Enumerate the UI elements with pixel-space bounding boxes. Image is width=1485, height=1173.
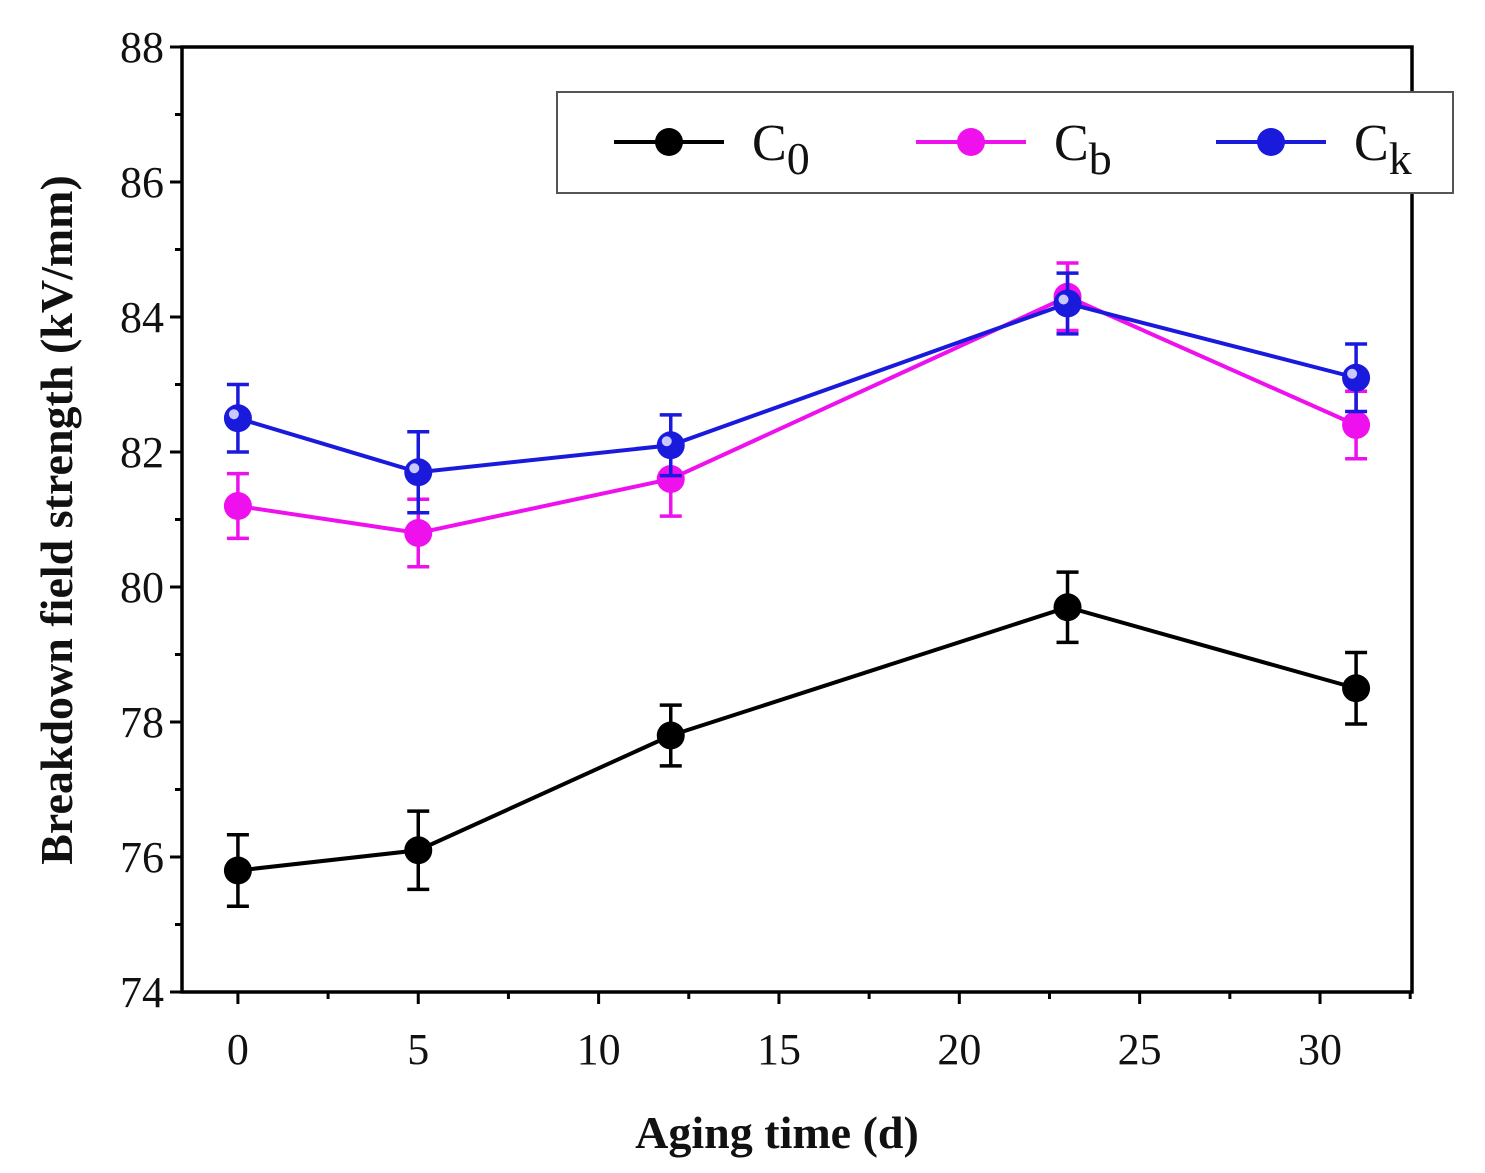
series-line [237, 301, 1357, 475]
data-point [223, 856, 252, 885]
data-point [1053, 289, 1082, 318]
data-point [1342, 363, 1371, 392]
data-point [223, 404, 252, 433]
y-tick-label: 82 [120, 428, 164, 477]
data-point-highlight [661, 436, 672, 447]
series-line [237, 294, 1357, 536]
series-k [223, 271, 1371, 515]
data-point [1342, 411, 1371, 439]
series-b [223, 261, 1371, 569]
legend-label: Cb [1054, 115, 1112, 184]
x-tick-label: 10 [577, 1025, 621, 1074]
data-point-highlight [1347, 368, 1358, 379]
data-point [223, 492, 252, 520]
data-point [1342, 674, 1371, 703]
x-tick-label: 20 [937, 1025, 981, 1074]
legend-marker [957, 128, 985, 156]
x-tick-label: 15 [757, 1025, 801, 1074]
y-tick-label: 80 [120, 563, 164, 612]
data-point-highlight [1058, 294, 1069, 305]
y-tick-label: 76 [120, 833, 164, 882]
legend-label: Ck [1354, 115, 1412, 184]
series-line [237, 605, 1357, 873]
x-tick-label: 30 [1298, 1025, 1342, 1074]
legend-marker [1257, 128, 1285, 156]
data-point [1053, 593, 1082, 622]
data-point [404, 836, 433, 865]
y-tick-label: 84 [120, 293, 164, 342]
y-axis-label: Breakdown field strength (kV/mm) [31, 175, 82, 865]
data-point [656, 465, 685, 493]
data-point-highlight [409, 463, 420, 474]
legend-marker [655, 128, 683, 156]
y-tick-label: 86 [120, 158, 164, 207]
data-point [656, 721, 685, 750]
series-0 [223, 570, 1371, 909]
plot-area: 0 5 10 15 20 25 30 74 76 78 80 82 84 86 88 C0 Cb Ck [120, 23, 1454, 1074]
data-point-highlight [228, 409, 239, 420]
y-tick-label: 74 [120, 968, 164, 1017]
x-tick-label: 25 [1118, 1025, 1162, 1074]
y-tick-label: 88 [120, 23, 164, 72]
x-axis-label: Aging time (d) [635, 1107, 919, 1158]
legend-label: C0 [752, 115, 810, 184]
x-tick-label: 5 [407, 1025, 429, 1074]
data-point [404, 458, 433, 487]
y-tick-label: 78 [120, 698, 164, 747]
x-tick-label: 0 [227, 1025, 249, 1074]
legend: C0 Cb Ck [556, 91, 1454, 194]
data-point [656, 431, 685, 460]
data-point [404, 519, 433, 547]
